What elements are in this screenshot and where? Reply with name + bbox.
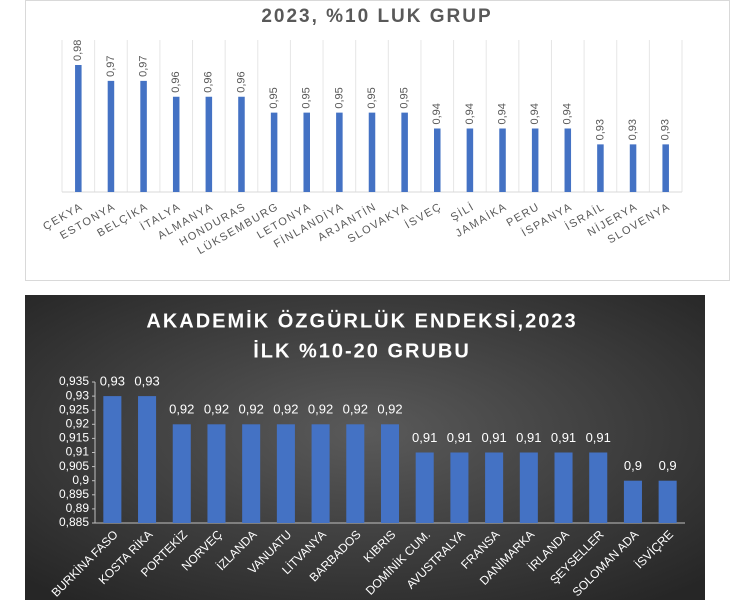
- chart-title: 2023, %10 LUK GRUP: [261, 6, 492, 27]
- value-label: 0,91: [586, 430, 611, 445]
- value-label: 0,96: [170, 71, 182, 92]
- y-tick-label: 0,905: [59, 459, 89, 473]
- value-label: 0,95: [399, 87, 411, 108]
- value-label: 0,95: [366, 87, 378, 108]
- bar: [270, 112, 278, 192]
- value-label: 0,97: [105, 55, 117, 76]
- bar: [172, 424, 191, 523]
- value-label: 0,92: [239, 402, 264, 417]
- value-label: 0,96: [203, 71, 215, 92]
- value-label: 0,92: [204, 402, 229, 417]
- value-label: 0,94: [562, 103, 574, 124]
- value-label: 0,93: [660, 119, 672, 140]
- value-label: 0,95: [301, 87, 313, 108]
- bar: [103, 396, 122, 523]
- bar: [589, 452, 608, 523]
- bar: [346, 424, 365, 523]
- value-label: 0,98: [72, 40, 84, 61]
- value-label: 0,93: [100, 374, 125, 389]
- y-tick-label: 0,93: [66, 388, 90, 402]
- bar: [658, 480, 677, 523]
- bar: [564, 128, 572, 192]
- value-label: 0,94: [529, 103, 541, 124]
- bar: [311, 424, 330, 523]
- y-tick-label: 0,89: [66, 501, 90, 515]
- value-label: 0,91: [412, 430, 437, 445]
- value-label: 0,95: [268, 87, 280, 108]
- bar: [450, 452, 469, 523]
- bar: [485, 452, 504, 523]
- value-label: 0,92: [169, 402, 194, 417]
- bar: [238, 96, 245, 192]
- bar: [75, 65, 82, 192]
- bar: [380, 424, 400, 523]
- bar: [368, 112, 376, 192]
- value-label: 0,92: [273, 402, 298, 417]
- bar: [205, 96, 213, 192]
- y-tick-label: 0,915: [59, 431, 89, 445]
- value-label: 0,94: [496, 103, 508, 124]
- bar: [499, 128, 506, 192]
- value-label: 0,93: [134, 374, 159, 389]
- value-label: 0,91: [447, 430, 472, 445]
- value-label: 0,94: [431, 103, 443, 124]
- bar: [303, 112, 310, 192]
- bar: [207, 424, 226, 523]
- value-label: 0,9: [624, 458, 642, 473]
- value-label: 0,97: [137, 55, 149, 76]
- y-tick-label: 0,91: [66, 445, 90, 459]
- value-label: 0,96: [235, 71, 247, 92]
- value-label: 0,9: [659, 458, 677, 473]
- value-label: 0,92: [308, 402, 333, 417]
- bar: [554, 452, 573, 523]
- bar: [466, 128, 474, 192]
- bar: [519, 452, 538, 523]
- value-label: 0,93: [627, 119, 639, 140]
- bar: [242, 424, 261, 523]
- bar: [531, 128, 539, 192]
- value-label: 0,91: [516, 430, 541, 445]
- bar: [107, 80, 115, 192]
- bar: [434, 128, 441, 192]
- value-label: 0,95: [333, 87, 345, 108]
- value-label: 0,93: [594, 119, 606, 140]
- value-label: 0,92: [377, 402, 402, 417]
- value-label: 0,91: [551, 430, 576, 445]
- y-tick-label: 0,895: [59, 487, 89, 501]
- bar: [336, 112, 343, 192]
- y-tick-label: 0,9: [72, 473, 89, 487]
- bar: [138, 396, 157, 523]
- bar: [140, 80, 147, 192]
- chart-subtitle: İLK %10-20 GRUBU: [253, 339, 471, 362]
- value-label: 0,91: [481, 430, 506, 445]
- bar: [415, 452, 434, 523]
- bar: [629, 144, 637, 192]
- y-tick-label: 0,925: [59, 402, 89, 416]
- bar: [401, 112, 408, 192]
- y-tick-label: 0,935: [59, 374, 89, 388]
- value-label: 0,92: [343, 402, 368, 417]
- bar: [662, 144, 669, 192]
- bar: [172, 96, 180, 192]
- y-tick-label: 0,92: [66, 416, 90, 430]
- bar: [276, 424, 295, 523]
- bar: [623, 480, 642, 523]
- chart-title: AKADEMİK ÖZGÜRLÜK ENDEKSİ,2023: [146, 309, 577, 332]
- bar: [597, 144, 604, 192]
- y-tick-label: 0,885: [59, 515, 89, 529]
- value-label: 0,94: [464, 103, 476, 124]
